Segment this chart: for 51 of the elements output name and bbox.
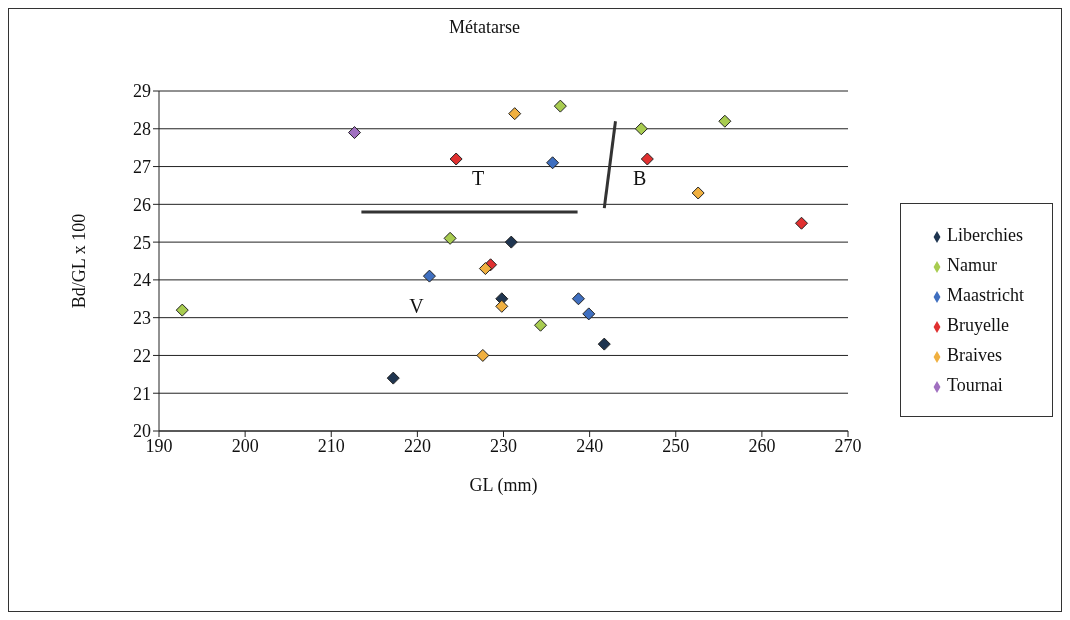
y-tick-label: 21 <box>133 383 151 404</box>
point <box>546 156 560 170</box>
legend-label: Bruyelle <box>947 315 1009 335</box>
point <box>571 292 585 306</box>
y-tick-label: 26 <box>133 194 151 215</box>
point <box>634 122 648 136</box>
point <box>582 307 596 321</box>
point <box>640 152 654 166</box>
legend-label: Tournai <box>947 375 1003 395</box>
y-tick-label: 25 <box>133 232 151 253</box>
point <box>175 303 189 317</box>
chart-title: Métatarse <box>448 17 521 38</box>
point <box>449 152 463 166</box>
point <box>386 371 400 385</box>
x-axis-title: GL (mm) <box>469 475 538 496</box>
y-tick-label: 28 <box>133 119 151 140</box>
y-tick-label: 29 <box>133 81 151 102</box>
x-tick-label: 260 <box>748 435 776 456</box>
x-tick-label: 250 <box>662 435 690 456</box>
legend-label: Liberchies <box>947 225 1023 245</box>
point <box>534 318 548 332</box>
point <box>597 337 611 351</box>
x-tick-label: 220 <box>403 435 431 456</box>
x-tick-label: 230 <box>490 435 518 456</box>
x-tick-label: 210 <box>317 435 345 456</box>
y-tick-label: 24 <box>133 270 151 291</box>
annotation: B <box>632 167 648 191</box>
annotation: T <box>470 167 486 191</box>
point <box>508 107 522 121</box>
point <box>478 262 492 276</box>
y-tick-label: 23 <box>133 308 151 329</box>
point <box>476 348 490 362</box>
y-tick-label: 27 <box>133 156 151 177</box>
point <box>443 231 457 245</box>
x-tick-label: 240 <box>576 435 604 456</box>
legend-label: Maastricht <box>947 285 1024 305</box>
point <box>504 235 518 249</box>
point <box>495 299 509 313</box>
point <box>718 114 732 128</box>
point <box>691 186 705 200</box>
x-tick-label: 270 <box>834 435 862 456</box>
y-tick-label: 22 <box>133 345 151 366</box>
point <box>422 269 436 283</box>
legend-label: Namur <box>947 255 997 275</box>
point <box>348 126 362 140</box>
x-tick-label: 200 <box>231 435 259 456</box>
point <box>553 99 567 113</box>
point <box>795 216 809 230</box>
annotation: V <box>408 294 425 318</box>
legend-label: Braives <box>947 345 1002 365</box>
y-axis-title: Bd/GL x 100 <box>69 213 90 309</box>
